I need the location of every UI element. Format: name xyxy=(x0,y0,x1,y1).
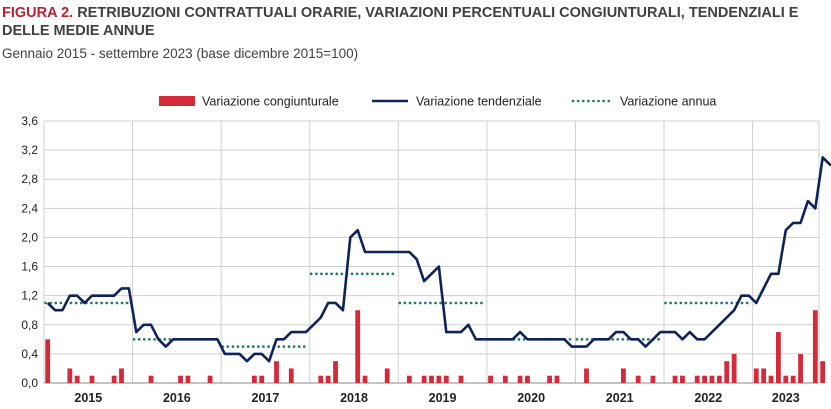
bar xyxy=(259,375,265,383)
bar xyxy=(443,375,449,383)
bar xyxy=(119,368,124,383)
bar xyxy=(325,375,331,383)
bar xyxy=(148,375,154,383)
year-label: 2019 xyxy=(429,391,457,405)
trend-line xyxy=(46,156,831,363)
figure-label: FIGURA 2. xyxy=(2,5,74,21)
bar xyxy=(650,375,656,383)
bar xyxy=(812,310,818,383)
y-tick-label: 2,0 xyxy=(21,230,38,244)
legend: Variazione congiunturale Variazione tende… xyxy=(159,95,716,109)
bar xyxy=(820,361,826,383)
bar xyxy=(702,375,707,383)
bar xyxy=(635,375,641,383)
y-axis-ticks: 0,0 0,4 0,8 1,2 1,6 2,0 2,4 2,8 3,2 3,6 xyxy=(21,114,38,390)
year-label: 2015 xyxy=(74,391,102,405)
year-label: 2016 xyxy=(163,391,191,405)
year-label: 2017 xyxy=(252,391,280,405)
bar xyxy=(554,375,560,383)
bar xyxy=(45,339,51,383)
bar xyxy=(672,375,678,383)
legend-bar-swatch xyxy=(159,96,195,106)
bar xyxy=(731,353,737,383)
year-label: 2021 xyxy=(606,391,634,405)
bar xyxy=(768,375,774,383)
bar xyxy=(776,332,781,383)
bar xyxy=(709,375,715,383)
y-tick-label: 3,6 xyxy=(21,114,38,128)
bar xyxy=(421,375,427,383)
bar xyxy=(798,353,803,383)
bar xyxy=(753,368,759,383)
bar xyxy=(362,375,368,383)
legend-label-bar: Variazione congiunturale xyxy=(202,95,339,109)
bar xyxy=(274,361,279,383)
title-text: RETRIBUZIONI CONTRATTUALI ORARIE, VARIAZ… xyxy=(73,5,799,21)
y-tick-label: 1,2 xyxy=(21,289,38,303)
bar xyxy=(178,375,183,383)
trend-series xyxy=(46,156,831,363)
y-tick-label: 1,6 xyxy=(21,260,38,274)
bar xyxy=(783,375,789,383)
y-tick-label: 2,8 xyxy=(21,172,38,186)
bar xyxy=(761,368,767,383)
bar xyxy=(584,368,589,383)
bar xyxy=(251,375,257,383)
bar-series xyxy=(45,310,826,383)
y-tick-label: 2,4 xyxy=(21,201,38,215)
bar xyxy=(716,375,722,383)
bar xyxy=(458,375,464,383)
bar xyxy=(207,375,213,383)
legend-label-line: Variazione tendenziale xyxy=(416,95,542,109)
x-axis-years: 2015 2016 2017 2018 2019 2020 2021 2022 2023 xyxy=(74,391,799,405)
bar xyxy=(355,310,361,383)
bar xyxy=(436,375,442,383)
bar xyxy=(517,375,523,383)
bar xyxy=(384,368,390,383)
bar xyxy=(185,375,191,383)
bar xyxy=(67,368,73,383)
year-label: 2020 xyxy=(517,391,545,405)
legend-label-dotted: Variazione annua xyxy=(620,95,716,109)
bar xyxy=(694,375,700,383)
y-tick-label: 0,4 xyxy=(21,347,38,361)
bar xyxy=(525,375,530,383)
bar xyxy=(547,375,552,383)
year-label: 2018 xyxy=(340,391,368,405)
year-label: 2023 xyxy=(772,391,800,405)
bar xyxy=(318,375,324,383)
bar xyxy=(333,361,338,383)
bar xyxy=(621,368,626,383)
year-label: 2022 xyxy=(694,391,722,405)
bar xyxy=(288,368,294,383)
chart-title: FIGURA 2. RETRIBUZIONI CONTRATTUALI ORAR… xyxy=(2,5,831,22)
bar xyxy=(111,375,117,383)
chart-title-line2: DELLE MEDIE ANNUE xyxy=(2,23,155,39)
bar xyxy=(429,375,434,383)
bar xyxy=(790,375,796,383)
bar xyxy=(502,375,508,383)
bar xyxy=(488,375,493,383)
bar xyxy=(74,375,80,383)
bar xyxy=(724,361,730,383)
bar xyxy=(89,375,95,383)
bar xyxy=(680,375,685,383)
gridlines xyxy=(43,120,820,384)
chart-subtitle: Gennaio 2015 - settembre 2023 (base dice… xyxy=(2,46,359,61)
bar xyxy=(406,375,412,383)
y-tick-label: 0,0 xyxy=(21,376,38,390)
y-tick-label: 3,2 xyxy=(21,143,38,157)
y-tick-label: 0,8 xyxy=(21,318,38,332)
